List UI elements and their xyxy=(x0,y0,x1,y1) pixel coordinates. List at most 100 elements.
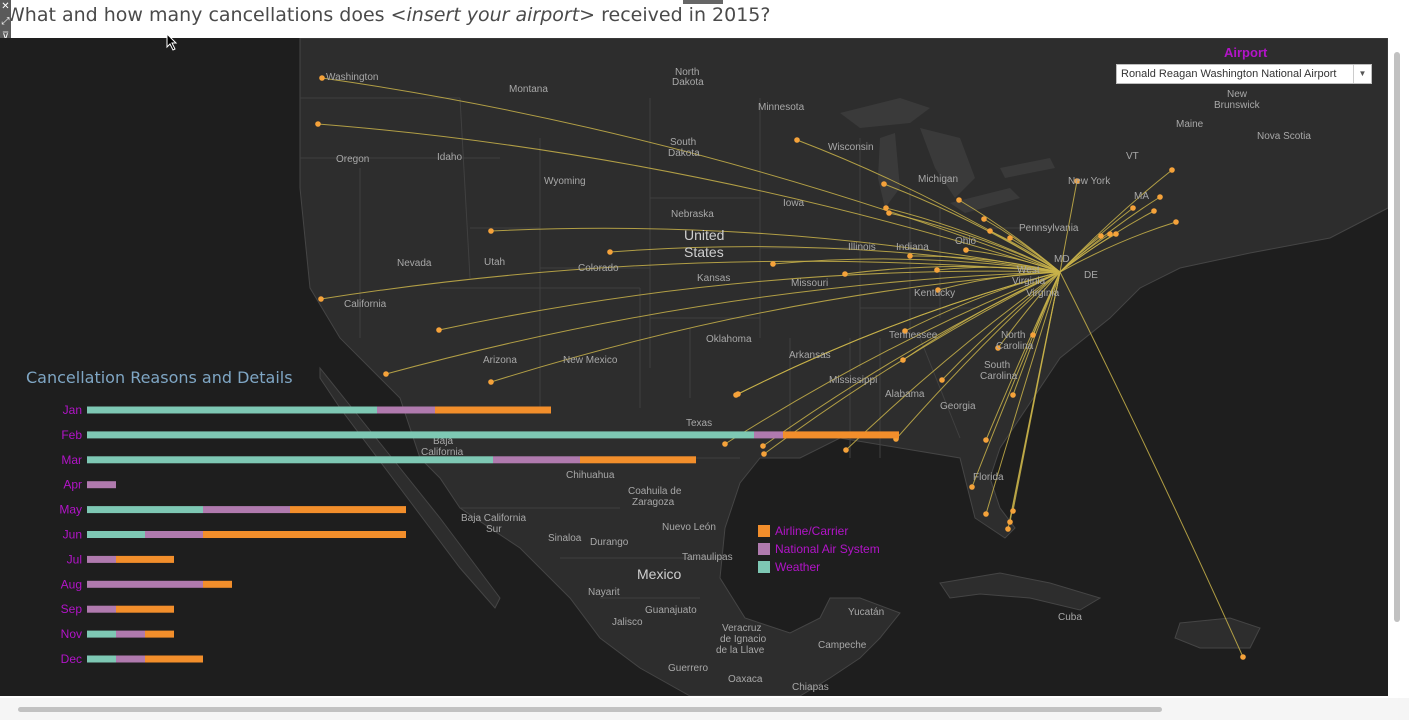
close-icon[interactable]: ✕ xyxy=(1,1,10,12)
bar-segment[interactable] xyxy=(377,406,435,414)
bar-segment[interactable] xyxy=(87,406,377,414)
bar-segment[interactable] xyxy=(435,406,551,414)
airport-marker[interactable] xyxy=(881,181,887,187)
legend-item-nas[interactable]: National Air System xyxy=(758,540,880,558)
airport-marker[interactable] xyxy=(935,287,941,293)
airport-marker[interactable] xyxy=(1173,219,1179,225)
airport-marker[interactable] xyxy=(488,228,494,234)
airport-marker[interactable] xyxy=(1169,167,1175,173)
airport-marker[interactable] xyxy=(488,379,494,385)
bar-segment[interactable] xyxy=(580,456,696,464)
filter-icon[interactable]: ⊽ xyxy=(1,31,10,42)
airport-marker[interactable] xyxy=(1030,332,1036,338)
airport-marker[interactable] xyxy=(995,345,1001,351)
bar-segment[interactable] xyxy=(116,555,174,563)
bar-category-label: Jul xyxy=(67,552,82,566)
bar-segment[interactable] xyxy=(203,580,232,588)
map-canvas[interactable]: Washington Montana North Dakota Minnesota… xyxy=(0,38,1388,696)
airport-marker[interactable] xyxy=(902,328,908,334)
bar-segment[interactable] xyxy=(87,531,145,538)
airport-marker[interactable] xyxy=(886,210,892,216)
airport-marker[interactable] xyxy=(1151,208,1157,214)
map-view[interactable]: Washington Montana North Dakota Minnesota… xyxy=(0,38,1388,696)
bar-segment[interactable] xyxy=(87,580,203,588)
airport-marker[interactable] xyxy=(981,216,987,222)
bar-segment[interactable] xyxy=(493,456,580,464)
label-kentucky: Kentucky xyxy=(914,288,955,299)
airport-marker[interactable] xyxy=(722,441,728,447)
airport-marker[interactable] xyxy=(1130,205,1136,211)
label-minnesota: Minnesota xyxy=(758,102,805,113)
bar-segment[interactable] xyxy=(203,531,406,538)
bar-segment[interactable] xyxy=(116,630,145,638)
airport-marker[interactable] xyxy=(733,392,739,398)
bar-category-label: Jun xyxy=(63,528,82,542)
bar-segment[interactable] xyxy=(87,456,493,464)
airport-marker[interactable] xyxy=(760,443,766,449)
airport-marker[interactable] xyxy=(770,261,776,267)
bar-segment[interactable] xyxy=(116,655,145,663)
bar-segment[interactable] xyxy=(87,431,754,439)
bar-segment[interactable] xyxy=(145,655,203,663)
vertical-scroll-thumb[interactable] xyxy=(1394,52,1400,622)
label-florida: Florida xyxy=(973,472,1004,483)
label-coahuila: Coahuila de Zaragoza xyxy=(628,486,682,508)
bar-segment[interactable] xyxy=(116,605,174,613)
legend-label-weather: Weather xyxy=(775,560,821,574)
airport-marker[interactable] xyxy=(1007,519,1013,525)
airport-marker[interactable] xyxy=(761,451,767,457)
airport-marker[interactable] xyxy=(436,327,442,333)
airport-marker[interactable] xyxy=(1107,231,1113,237)
bar-segment[interactable] xyxy=(87,605,116,613)
bar-segment[interactable] xyxy=(87,506,203,514)
airport-marker[interactable] xyxy=(983,511,989,517)
airport-marker[interactable] xyxy=(1010,508,1016,514)
bar-segment[interactable] xyxy=(783,431,899,439)
airport-marker[interactable] xyxy=(383,371,389,377)
bar-segment[interactable] xyxy=(87,555,116,563)
airport-marker[interactable] xyxy=(843,447,849,453)
vertical-scrollbar[interactable] xyxy=(1392,50,1402,696)
legend-item-weather[interactable]: Weather xyxy=(758,558,880,576)
legend-item-airline[interactable]: Airline/Carrier xyxy=(758,522,880,540)
airport-marker[interactable] xyxy=(963,247,969,253)
airport-marker[interactable] xyxy=(1010,392,1016,398)
bar-segment[interactable] xyxy=(203,506,290,514)
bar-segment[interactable] xyxy=(87,630,116,638)
airport-marker[interactable] xyxy=(883,205,889,211)
airport-marker[interactable] xyxy=(1074,178,1080,184)
airport-marker[interactable] xyxy=(1157,194,1163,200)
airport-marker[interactable] xyxy=(318,296,324,302)
bar-segment[interactable] xyxy=(87,481,116,489)
airport-marker[interactable] xyxy=(939,377,945,383)
bar-segment[interactable] xyxy=(145,630,174,638)
airport-marker[interactable] xyxy=(969,484,975,490)
airport-marker[interactable] xyxy=(900,357,906,363)
airport-marker[interactable] xyxy=(987,228,993,234)
chevron-down-icon[interactable]: ▼ xyxy=(1353,65,1371,83)
airport-marker[interactable] xyxy=(1113,231,1119,237)
expand-icon[interactable]: ⤢ xyxy=(1,16,10,27)
airport-marker[interactable] xyxy=(842,271,848,277)
airport-marker[interactable] xyxy=(983,437,989,443)
airport-marker[interactable] xyxy=(319,75,325,81)
airport-marker[interactable] xyxy=(1240,654,1246,660)
airport-marker[interactable] xyxy=(934,267,940,273)
horizontal-scrollbar[interactable] xyxy=(0,698,1409,720)
airport-marker[interactable] xyxy=(1007,235,1013,241)
airport-marker[interactable] xyxy=(1098,233,1104,239)
top-tab[interactable] xyxy=(683,0,723,4)
airport-marker[interactable] xyxy=(956,197,962,203)
airport-marker[interactable] xyxy=(315,121,321,127)
bar-segment[interactable] xyxy=(145,531,203,538)
bar-segment[interactable] xyxy=(87,655,116,663)
airport-marker[interactable] xyxy=(907,253,913,259)
airport-marker[interactable] xyxy=(607,249,613,255)
label-missouri: Missouri xyxy=(791,278,828,289)
bar-segment[interactable] xyxy=(290,506,406,514)
bar-segment[interactable] xyxy=(754,431,783,439)
airport-dropdown[interactable]: Ronald Reagan Washington National Airpor… xyxy=(1116,64,1372,84)
horizontal-scroll-thumb[interactable] xyxy=(18,707,1162,712)
airport-marker[interactable] xyxy=(1005,526,1011,532)
airport-marker[interactable] xyxy=(794,137,800,143)
